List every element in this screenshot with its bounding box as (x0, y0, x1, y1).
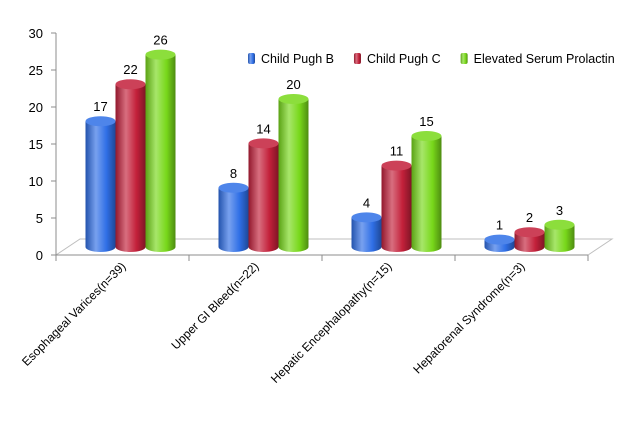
data-label: 20 (286, 77, 300, 92)
x-category-label: Upper GI Bleed(n=22) (168, 259, 261, 352)
bar-body (381, 165, 412, 252)
y-tick-label: 15 (29, 137, 43, 152)
bar (381, 160, 412, 252)
bar-body (145, 54, 176, 252)
bar (248, 138, 279, 252)
bars-layer (85, 49, 575, 252)
bar-top (278, 94, 309, 104)
bar-top (381, 160, 412, 171)
bar-top (85, 116, 116, 127)
data-label: 15 (419, 114, 433, 129)
legend-swatch (460, 53, 468, 64)
bar (115, 79, 146, 252)
x-category-label: Esophageal Varices(n=39) (19, 259, 129, 369)
bar-body (85, 121, 116, 252)
bar (544, 219, 575, 252)
legend-label: Child Pugh B (261, 52, 334, 66)
legend-item: Child Pugh C (353, 52, 441, 66)
data-label: 4 (363, 195, 370, 210)
data-label: 1 (496, 218, 503, 233)
data-label: 2 (526, 210, 533, 225)
bar (278, 94, 309, 252)
bar (85, 116, 116, 252)
bar-top (248, 138, 279, 149)
legend-label: Elevated Serum Prolactin (474, 52, 615, 66)
bar-top (484, 234, 515, 245)
legend-item: Child Pugh B (248, 52, 334, 66)
data-label: 14 (256, 121, 270, 136)
legend: Child Pugh B Child Pugh C Elevated Serum P… (248, 52, 615, 66)
y-axis: 0 5 10 15 20 25 30 (29, 26, 57, 263)
bar-body (278, 99, 309, 252)
legend-swatch (248, 53, 255, 64)
bar-top (218, 182, 249, 193)
bar-body (248, 143, 279, 252)
bar-top (411, 131, 442, 141)
bar-body (544, 224, 575, 252)
bar-body (218, 187, 249, 252)
y-tick-label: 10 (29, 174, 43, 189)
data-label: 22 (123, 62, 137, 77)
x-category-label: Hepatorenal Syndrome(n=3) (410, 259, 527, 376)
bar-top (544, 219, 575, 230)
data-label: 11 (390, 144, 404, 159)
x-axis: Esophageal Varices(n=39) Upper GI Bleed(n… (19, 255, 589, 386)
legend-swatch (353, 53, 361, 64)
bar-top (115, 79, 146, 90)
bar (218, 182, 249, 252)
legend-label: Child Pugh C (367, 52, 441, 66)
legend-item: Elevated Serum Prolactin (460, 52, 615, 66)
data-labels-layer: 17 22 26 8 14 20 4 11 15 1 2 3 (93, 33, 563, 233)
data-label: 8 (230, 166, 237, 181)
y-tick-label: 20 (29, 100, 43, 115)
x-category-label: Hepatic Encephalopathy(n=15) (268, 259, 395, 386)
data-label: 3 (556, 203, 563, 218)
bar-top (145, 49, 176, 60)
bar-body (411, 136, 442, 252)
bar-body (351, 217, 382, 252)
bar-body (115, 84, 146, 252)
bar-top (514, 227, 545, 238)
y-tick-label: 0 (36, 248, 43, 263)
y-tick-label: 25 (29, 63, 43, 78)
data-label: 17 (93, 99, 107, 114)
bar (411, 131, 442, 252)
bar-top (351, 212, 382, 223)
bar (514, 227, 545, 252)
y-tick-label: 30 (29, 26, 43, 41)
bar-body (514, 232, 545, 252)
bar (351, 212, 382, 252)
bar (484, 234, 515, 252)
y-tick-label: 5 (36, 211, 43, 226)
data-label: 26 (153, 33, 167, 48)
bar (145, 49, 176, 252)
